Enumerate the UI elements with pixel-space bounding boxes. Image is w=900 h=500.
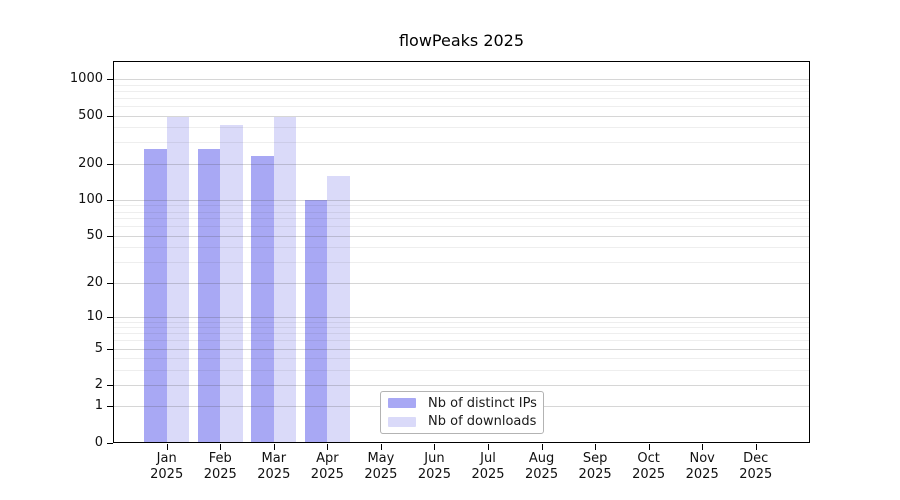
gridline-5: [113, 348, 810, 350]
y-tick-label-10: 10: [86, 308, 103, 324]
x-tick-label-oct: Oct 2025: [632, 451, 666, 482]
y-tick-mark-500: [107, 115, 113, 117]
x-tick-label-jun: Jun 2025: [417, 451, 451, 482]
y-tick-mark-5: [107, 348, 113, 350]
y-tick-mark-100: [107, 199, 113, 201]
bar-nb-of-downloads-jan: [166, 117, 190, 443]
y-tick-mark-0: [107, 443, 113, 444]
bars-layer: [113, 61, 810, 443]
gridline-minor-90: [113, 205, 810, 207]
x-tick-label-may: May 2025: [364, 451, 398, 482]
legend-label-downloads: Nb of downloads: [428, 414, 537, 430]
x-tick-label-nov: Nov 2025: [685, 451, 719, 482]
x-tick-mark-aug: [541, 444, 543, 450]
y-tick-mark-50: [107, 235, 113, 237]
legend-swatch-downloads: [388, 416, 416, 427]
y-tick-mark-10: [107, 316, 113, 318]
gridline-20: [113, 282, 810, 284]
gridline-minor-4: [113, 358, 810, 360]
plot-area: Nb of distinct IPs Nb of downloads: [113, 61, 810, 443]
gridline-1000: [113, 79, 810, 81]
x-tick-label-feb: Feb 2025: [203, 451, 237, 482]
gridline-minor-70: [113, 218, 810, 220]
x-tick-mark-may: [380, 444, 382, 450]
x-tick-label-jan: Jan 2025: [150, 451, 184, 482]
x-tick-mark-sep: [595, 444, 597, 450]
y-tick-mark-200: [107, 163, 113, 165]
x-tick-label-aug: Aug 2025: [525, 451, 559, 482]
gridline-minor-300: [113, 142, 810, 144]
gridline-200: [113, 163, 810, 165]
x-tick-mark-oct: [648, 444, 650, 450]
gridline-minor-600: [113, 105, 810, 107]
gridline-2: [113, 385, 810, 387]
bar-nb-of-downloads-mar: [273, 117, 297, 443]
gridline-minor-80: [113, 211, 810, 213]
gridline-minor-40: [113, 247, 810, 249]
x-tick-label-jul: Jul 2025: [471, 451, 505, 482]
x-tick-label-apr: Apr 2025: [310, 451, 344, 482]
y-tick-mark-2: [107, 385, 113, 387]
y-tick-label-500: 500: [78, 107, 103, 123]
x-tick-label-dec: Dec 2025: [739, 451, 773, 482]
legend-item-downloads: Nb of downloads: [388, 414, 543, 429]
x-tick-mark-jun: [434, 444, 436, 450]
y-tick-mark-1: [107, 406, 113, 408]
x-tick-label-sep: Sep 2025: [578, 451, 612, 482]
grid-layer: [113, 61, 810, 443]
gridline-minor-800: [113, 90, 810, 92]
gridline-minor-900: [113, 84, 810, 86]
gridline-100: [113, 199, 810, 201]
x-tick-mark-feb: [220, 444, 222, 450]
y-tick-label-50: 50: [86, 227, 103, 243]
chart-title: flowPeaks 2025: [398, 31, 525, 50]
legend-swatch-distinct-ips: [388, 398, 416, 409]
y-tick-label-20: 20: [86, 274, 103, 290]
gridline-500: [113, 115, 810, 117]
bar-nb-of-distinct-ips-feb: [197, 149, 221, 443]
gridline-minor-400: [113, 127, 810, 129]
x-tick-mark-dec: [755, 444, 757, 450]
gridline-10: [113, 316, 810, 318]
gridline-minor-8: [113, 327, 810, 329]
x-tick-label-mar: Mar 2025: [257, 451, 291, 482]
bar-nb-of-downloads-apr: [327, 175, 350, 443]
gridline-50: [113, 235, 810, 237]
bar-nb-of-distinct-ips-jan: [144, 149, 167, 443]
gridline-minor-7: [113, 333, 810, 335]
y-tick-label-2: 2: [94, 377, 103, 393]
gridline-minor-60: [113, 226, 810, 228]
x-tick-mark-jan: [166, 444, 168, 450]
y-tick-label-1000: 1000: [69, 71, 103, 87]
y-tick-label-5: 5: [94, 340, 103, 356]
bar-nb-of-distinct-ips-mar: [251, 155, 274, 443]
gridline-minor-9: [113, 321, 810, 323]
y-tick-label-0: 0: [94, 435, 103, 450]
gridline-minor-3: [113, 369, 810, 371]
gridline-minor-700: [113, 97, 810, 99]
y-tick-label-200: 200: [78, 155, 103, 171]
y-tick-label-100: 100: [78, 191, 103, 207]
gridline-minor-30: [113, 262, 810, 264]
y-tick-label-1: 1: [94, 398, 103, 414]
y-tick-mark-1000: [107, 79, 113, 81]
x-tick-mark-mar: [273, 444, 275, 450]
gridline-minor-6: [113, 340, 810, 342]
x-tick-mark-jul: [488, 444, 489, 450]
legend-item-distinct-ips: Nb of distinct IPs: [388, 396, 543, 411]
x-tick-mark-nov: [702, 444, 704, 450]
bar-nb-of-downloads-feb: [220, 125, 243, 443]
legend-label-distinct-ips: Nb of distinct IPs: [428, 395, 537, 411]
legend: Nb of distinct IPs Nb of downloads: [380, 391, 544, 434]
x-tick-mark-apr: [327, 444, 329, 450]
bar-nb-of-distinct-ips-apr: [304, 199, 328, 443]
y-tick-mark-20: [107, 282, 113, 284]
